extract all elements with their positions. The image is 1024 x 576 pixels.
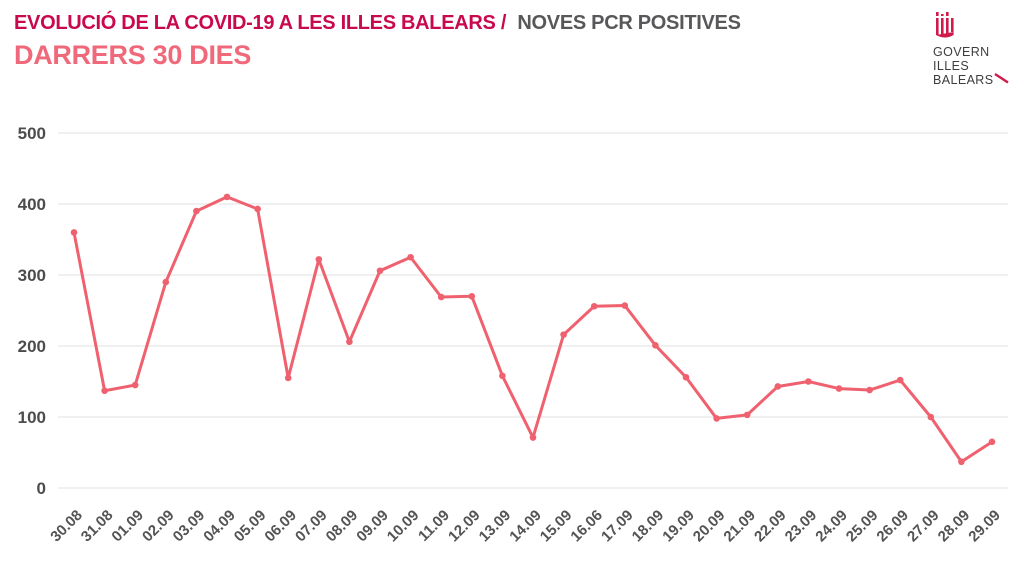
x-tick-label: 23.09 xyxy=(782,507,821,546)
x-tick-label: 05.09 xyxy=(231,507,270,546)
x-tick-label: 08.09 xyxy=(323,507,362,546)
x-tick-label: 26.09 xyxy=(873,507,912,546)
data-point xyxy=(652,341,659,349)
x-tick-label: 09.09 xyxy=(353,507,392,546)
y-tick-label: 500 xyxy=(18,124,46,143)
x-tick-label: 01.09 xyxy=(108,507,147,546)
x-tick-label: 11.09 xyxy=(415,507,453,545)
logo-line-1: GOVERN xyxy=(933,45,990,59)
x-tick-label: 10.09 xyxy=(384,507,423,546)
logo-text: GOVERN ILLES BALEARS xyxy=(933,45,1013,87)
data-point xyxy=(621,302,629,309)
x-tick-label: 12.09 xyxy=(445,507,484,546)
data-point xyxy=(254,205,261,213)
y-tick-label: 300 xyxy=(18,266,46,285)
data-point xyxy=(131,381,139,389)
data-point xyxy=(713,415,720,422)
data-point xyxy=(590,302,598,310)
x-tick-label: 24.09 xyxy=(812,507,851,546)
x-tick-label: 28.09 xyxy=(935,507,974,546)
y-tick-label: 100 xyxy=(18,408,46,427)
y-tick-label: 400 xyxy=(18,195,46,214)
x-tick-label: 14.09 xyxy=(506,507,545,546)
coat-of-arms-icon xyxy=(936,12,954,38)
x-tick-label: 25.09 xyxy=(843,507,882,546)
x-tick-label: 19.09 xyxy=(659,507,698,546)
data-point xyxy=(315,256,323,263)
x-tick-label: 22.09 xyxy=(751,507,790,546)
x-tick-label: 13.09 xyxy=(476,507,515,546)
page-subtitle: DARRERS 30 DIES xyxy=(14,40,252,70)
data-point xyxy=(346,338,353,346)
data-point xyxy=(101,387,108,395)
x-tick-label: 21.09 xyxy=(720,507,759,546)
data-point xyxy=(499,372,506,380)
x-tick-label: 29.09 xyxy=(965,507,1004,546)
data-point xyxy=(162,278,170,286)
y-tick-label: 0 xyxy=(37,479,46,498)
x-tick-label: 03.09 xyxy=(170,507,209,546)
logo-line-3-text: BALEARS xyxy=(933,73,994,87)
x-tick-label: 27.09 xyxy=(904,507,943,546)
logo-line-2: ILLES xyxy=(933,59,970,73)
trend-line xyxy=(72,195,994,464)
data-point xyxy=(193,207,200,215)
data-point xyxy=(866,386,873,394)
x-tick-label: 16.06 xyxy=(567,507,606,546)
data-point xyxy=(774,383,782,390)
x-tick-label: 02.09 xyxy=(139,507,178,546)
data-point xyxy=(223,193,231,201)
x-tick-label: 15.09 xyxy=(537,507,576,546)
chart-header: EVOLUCIÓ DE LA COVID-19 A LES ILLES BALE… xyxy=(14,12,741,71)
data-point xyxy=(284,374,292,382)
data-point xyxy=(468,293,476,300)
data-point xyxy=(529,434,537,441)
data-point xyxy=(896,376,904,384)
govern-illes-balears-logo: GOVERN ILLES BALEARS xyxy=(933,12,1013,87)
data-point xyxy=(988,438,996,446)
x-tick-label: 07.09 xyxy=(292,507,331,546)
logo-slash-icon xyxy=(994,73,1010,84)
x-tick-label: 04.09 xyxy=(200,507,239,546)
data-point xyxy=(927,413,935,421)
data-point xyxy=(805,378,812,385)
data-point xyxy=(743,411,751,419)
data-point xyxy=(835,385,843,392)
x-tick-label: 18.09 xyxy=(629,507,668,546)
x-tick-label: 17.09 xyxy=(598,507,637,546)
x-tick-label: 31.08 xyxy=(78,507,117,546)
y-tick-label: 200 xyxy=(18,337,46,356)
data-point xyxy=(70,229,78,236)
data-point xyxy=(376,267,384,275)
data-point xyxy=(958,458,965,466)
data-point xyxy=(407,253,414,261)
title-primary: EVOLUCIÓ DE LA COVID-19 A LES ILLES BALE… xyxy=(14,12,507,34)
x-tick-label: 20.09 xyxy=(690,507,729,546)
data-point xyxy=(560,331,567,338)
page-title: EVOLUCIÓ DE LA COVID-19 A LES ILLES BALE… xyxy=(14,12,741,35)
x-tick-label: 06.09 xyxy=(261,507,300,546)
title-secondary: NOVES PCR POSITIVES xyxy=(517,12,741,34)
x-tick-label: 30.08 xyxy=(47,507,86,546)
logo-line-3: BALEARS xyxy=(933,73,1013,87)
data-point xyxy=(682,373,690,381)
data-point xyxy=(437,293,445,301)
